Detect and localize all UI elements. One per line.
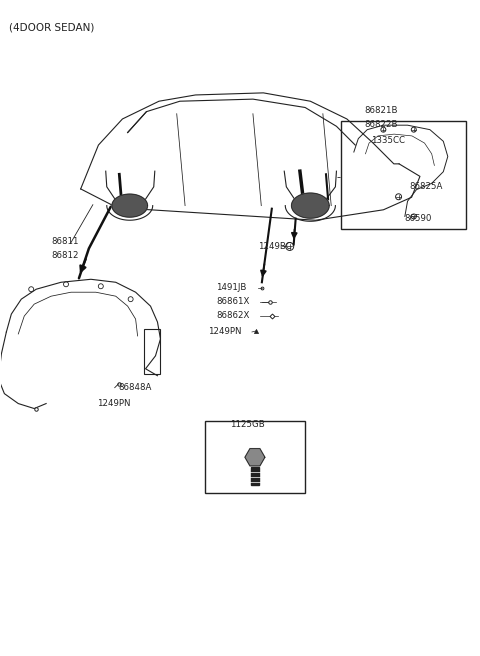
Text: 1335CC: 1335CC	[371, 136, 405, 145]
Polygon shape	[112, 194, 147, 217]
Text: 86825A: 86825A	[409, 182, 443, 191]
Text: 86848A: 86848A	[119, 382, 152, 392]
Text: 1249BC: 1249BC	[258, 243, 292, 251]
Text: 86862X: 86862X	[216, 311, 250, 320]
Text: 86812: 86812	[51, 251, 79, 260]
Text: 86590: 86590	[404, 214, 432, 222]
Bar	[205, 421, 305, 493]
Text: 86811: 86811	[51, 237, 79, 247]
Text: 1125GB: 1125GB	[230, 420, 265, 430]
Polygon shape	[251, 467, 259, 485]
Text: 1249PN: 1249PN	[208, 327, 242, 336]
Polygon shape	[291, 193, 329, 218]
Polygon shape	[245, 449, 265, 466]
Text: 86821B: 86821B	[364, 106, 398, 115]
Text: 86822B: 86822B	[364, 120, 398, 129]
Text: 86861X: 86861X	[216, 297, 250, 306]
Text: 1491JB: 1491JB	[216, 283, 247, 292]
Bar	[341, 121, 466, 228]
Text: (4DOOR SEDAN): (4DOOR SEDAN)	[9, 23, 95, 33]
Text: 1249PN: 1249PN	[97, 399, 131, 407]
